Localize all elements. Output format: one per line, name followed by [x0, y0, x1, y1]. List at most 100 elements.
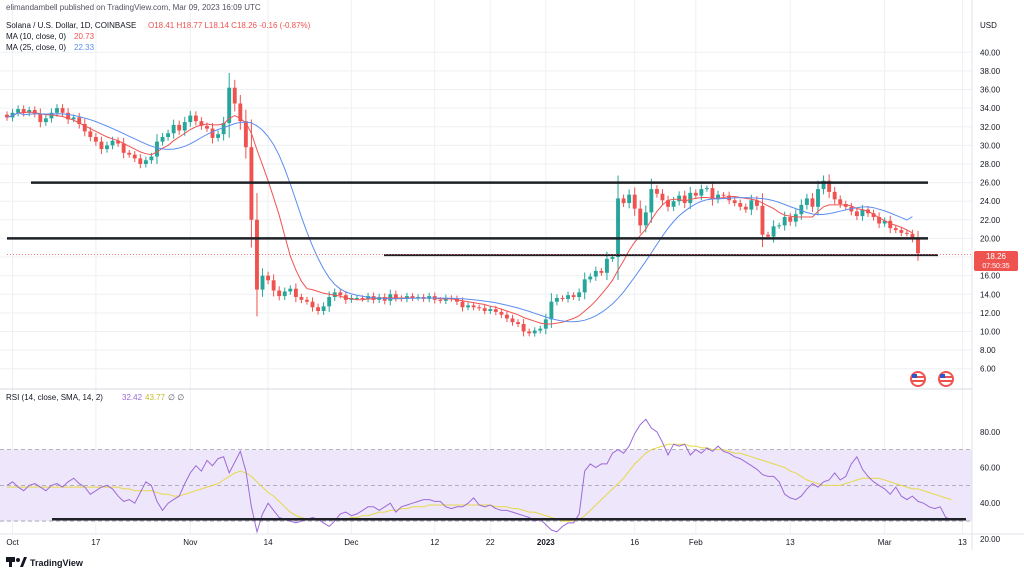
candle-body: [66, 112, 71, 120]
rsi-lines: [6, 418, 966, 534]
candle-body: [654, 189, 659, 194]
price-tick-label: 20.00: [980, 234, 1001, 243]
candle-body: [893, 228, 898, 231]
time-tick-label: Nov: [183, 538, 197, 547]
time-tick-label: Dec: [344, 538, 358, 547]
rsi-value: 32.42: [122, 393, 143, 402]
rsi-label[interactable]: RSI (14, close, SMA, 14, 2): [6, 393, 103, 402]
candle-body: [871, 213, 876, 218]
candle-body: [282, 291, 287, 297]
candle-body: [682, 195, 687, 204]
candle-body: [88, 131, 93, 137]
time-tick-label: Oct: [6, 538, 19, 547]
candle-body: [299, 297, 304, 300]
candle-body: [588, 276, 593, 280]
candle-body: [321, 306, 326, 311]
time-axis: Oct 17 Nov 14 Dec 12 22 2023 16 Feb 13 Mar 13: [6, 538, 967, 547]
us-flag-icon[interactable]: [910, 371, 926, 387]
candle-body: [171, 124, 176, 134]
candle-body: [138, 158, 143, 164]
candle-body: [127, 152, 132, 155]
candle-body: [499, 311, 504, 315]
candle-body: [549, 301, 554, 320]
candle-body: [821, 180, 826, 190]
candle-body: [604, 258, 609, 273]
candle-body: [210, 128, 215, 138]
candle-body: [854, 211, 859, 217]
price-axis: 40.00 38.00 36.00 34.00 32.00 30.00 28.00 26.00…: [980, 48, 1001, 544]
candle-body: [60, 108, 65, 113]
candle-body: [77, 117, 82, 124]
candle-body: [582, 279, 587, 293]
candle-body: [71, 117, 76, 120]
candle-body: [155, 141, 159, 157]
ma10-label[interactable]: MA (10, close, 0): [6, 32, 66, 41]
candle-body: [16, 109, 21, 113]
rsi-extra: ∅ ∅: [168, 393, 184, 402]
candle-body: [638, 208, 643, 226]
support-resistance-levels: [7, 181, 972, 257]
candle-body: [121, 143, 126, 153]
candle-body: [510, 318, 515, 323]
candle-body: [482, 308, 487, 311]
candle-body: [693, 192, 698, 196]
ma10-value: 20.73: [74, 32, 95, 41]
candle-body: [305, 299, 309, 302]
candle-body: [610, 257, 615, 259]
candle-body: [766, 234, 770, 237]
ohlc-values: O18.41 H18.77 L18.14 C18.26 -0.16 (-0.87…: [148, 21, 311, 30]
candle-body: [743, 206, 748, 210]
ma25-value: 22.33: [74, 43, 95, 52]
price-tick-label: 12.00: [980, 309, 1001, 318]
candle-body: [460, 301, 465, 308]
candle-body: [149, 156, 154, 161]
ma25-label[interactable]: MA (25, close, 0): [6, 43, 66, 52]
candle-body: [116, 140, 121, 144]
candle-body: [99, 141, 104, 150]
candle-body: [816, 189, 820, 207]
candle-body: [327, 297, 332, 307]
candle-body: [643, 212, 648, 226]
last-price-tag: [974, 251, 1018, 271]
price-tick-label: 40.00: [980, 48, 1001, 57]
symbol-title[interactable]: Solana / U.S. Dollar, 1D, COINBASE: [6, 21, 136, 30]
candle-body: [593, 270, 598, 277]
candle-body: [221, 123, 226, 135]
candle-body: [538, 328, 543, 331]
price-tick-label: 24.00: [980, 197, 1001, 206]
candle-body: [860, 209, 865, 217]
candle-body: [271, 280, 276, 291]
candle-body: [627, 194, 632, 204]
candle-body: [43, 118, 48, 123]
candle-body: [216, 134, 221, 138]
price-tick-label: 14.00: [980, 290, 1001, 299]
price-tick-label: 16.00: [980, 272, 1001, 281]
candle-body: [488, 309, 493, 311]
candle-body: [910, 233, 915, 239]
candle-body: [571, 295, 576, 298]
candle-body: [616, 198, 620, 258]
rsi-sma-value: 43.77: [145, 393, 166, 402]
price-tick-label: 32.00: [980, 123, 1001, 132]
us-flag-icon[interactable]: [938, 371, 954, 387]
time-tick-label: Mar: [878, 538, 892, 547]
price-tick-label: 22.00: [980, 216, 1001, 225]
candle-body: [810, 198, 815, 207]
candle-body: [288, 288, 293, 292]
candle-body: [749, 200, 754, 210]
candle-body: [771, 226, 776, 237]
candle-body: [832, 191, 837, 200]
candle-body: [199, 121, 204, 126]
candle-body: [754, 200, 759, 206]
candle-body: [355, 297, 359, 299]
time-tick-label: 13: [958, 538, 967, 547]
rsi-tick-label: 40.00: [980, 499, 1001, 508]
candle-body: [721, 194, 726, 196]
price-tick-label: 26.00: [980, 179, 1001, 188]
candle-body: [849, 206, 854, 212]
candle-body: [260, 275, 265, 290]
candle-body: [738, 203, 743, 207]
rsi-tick-label: 60.00: [980, 464, 1001, 473]
